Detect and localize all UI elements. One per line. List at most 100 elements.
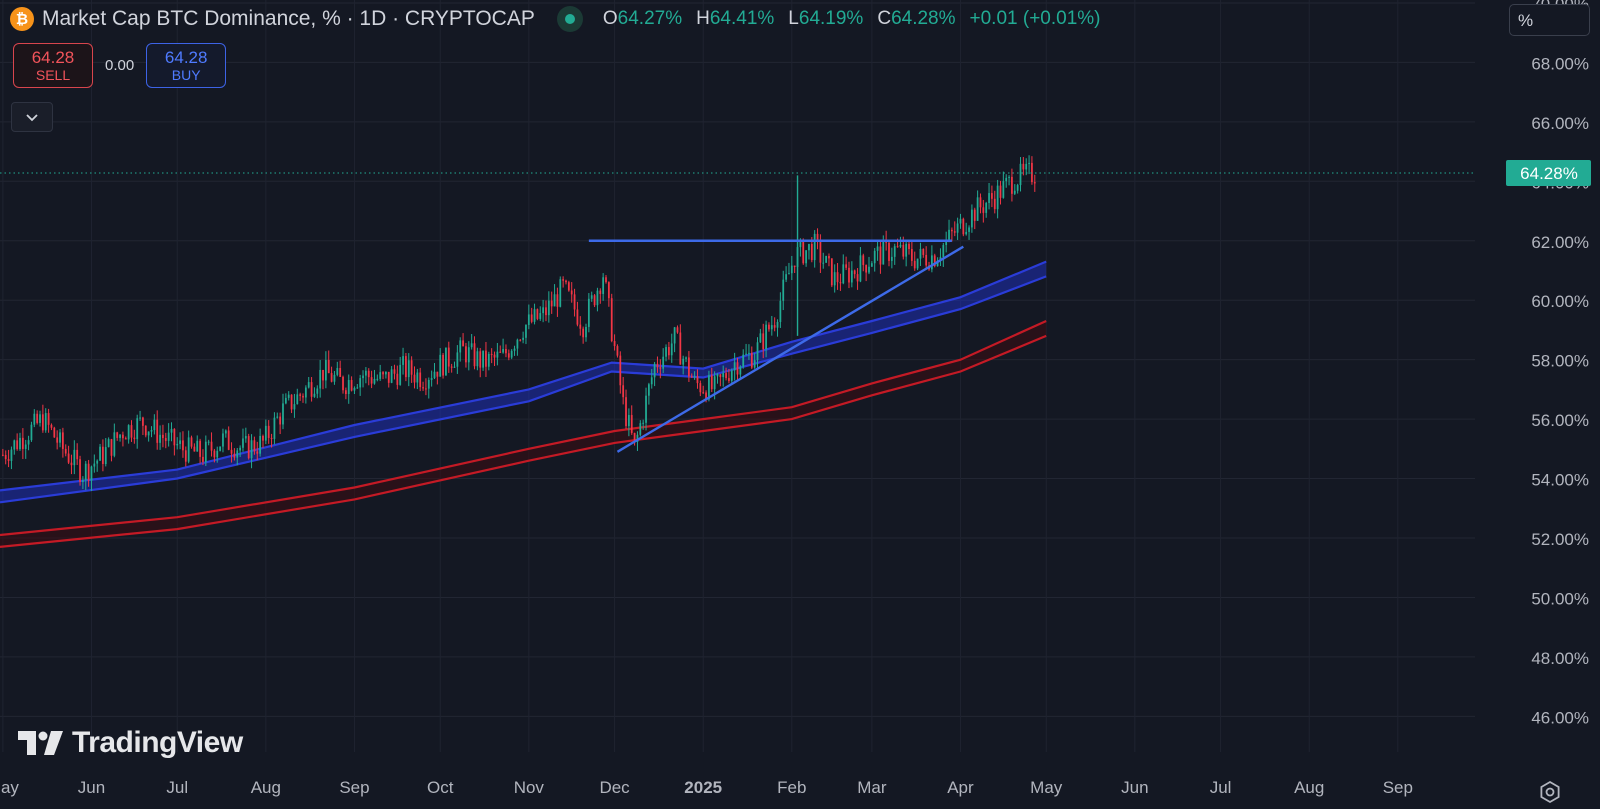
candle-body xyxy=(385,371,387,375)
candle-body xyxy=(204,441,207,462)
candle-body xyxy=(445,347,447,376)
candle-body xyxy=(427,379,430,389)
candle-body xyxy=(962,218,965,235)
candle-body xyxy=(910,249,913,261)
candle-body xyxy=(653,363,656,378)
candle-body xyxy=(739,366,742,375)
candle-body xyxy=(976,197,979,221)
candle-body xyxy=(665,347,667,357)
candle-body xyxy=(570,290,573,295)
candle-body xyxy=(725,373,727,379)
sell-button[interactable]: 64.28 SELL xyxy=(13,43,93,88)
candle-body xyxy=(710,375,713,390)
candle-body xyxy=(230,449,233,454)
candle-body xyxy=(267,425,270,438)
candle-body xyxy=(144,425,147,436)
collapse-legend-button[interactable] xyxy=(11,102,53,132)
candle-body xyxy=(945,239,948,246)
ohlc-open: O64.27% xyxy=(602,8,683,29)
candle-body xyxy=(493,354,496,358)
candle-body xyxy=(708,375,710,400)
candle-body xyxy=(630,415,633,433)
candle-body xyxy=(770,325,773,330)
candle-body xyxy=(490,353,493,355)
candle-body xyxy=(1031,162,1033,183)
candle-body xyxy=(87,463,90,481)
candle-body xyxy=(893,246,896,257)
tradingview-logo-icon xyxy=(18,731,63,755)
candle-body xyxy=(487,353,490,367)
candle-body xyxy=(816,233,819,241)
candle-body xyxy=(310,382,313,397)
candle-body xyxy=(613,341,616,347)
candle-body xyxy=(730,370,733,381)
candle-body xyxy=(762,333,765,350)
candlestick-series xyxy=(1,155,1036,491)
candle-body xyxy=(993,198,996,210)
candle-body xyxy=(304,387,307,398)
candle-body xyxy=(979,197,982,208)
candle-body xyxy=(242,438,244,448)
drawing-annotations[interactable] xyxy=(0,172,1475,453)
candle-body xyxy=(930,255,933,270)
scale-mode-button[interactable]: % xyxy=(1509,4,1590,36)
chart-grid xyxy=(0,0,1475,752)
candle-body xyxy=(587,298,590,327)
candle-body xyxy=(290,394,293,410)
chart-settings-button[interactable] xyxy=(1538,780,1566,804)
price-axis[interactable]: 70.00%68.00%66.00%64.00%62.00%60.00%58.0… xyxy=(1506,0,1591,727)
candle-body xyxy=(67,453,70,463)
candle-body xyxy=(968,227,970,232)
candle-body xyxy=(496,351,499,358)
candle-body xyxy=(959,218,962,224)
candle-body xyxy=(485,350,487,367)
candle-body xyxy=(113,432,116,456)
candle-body xyxy=(170,428,173,433)
candle-body xyxy=(516,339,519,349)
candle-body xyxy=(659,367,662,369)
buy-button[interactable]: 64.28 BUY xyxy=(146,43,227,88)
candle-body xyxy=(956,223,959,233)
candle-body xyxy=(925,254,928,266)
symbol-title[interactable]: Market Cap BTC Dominance, % · 1D · CRYPT… xyxy=(42,7,535,30)
candle-body xyxy=(562,279,565,281)
x-tick-label: Aug xyxy=(1294,778,1324,797)
market-status-icon[interactable] xyxy=(556,6,583,32)
candle-body xyxy=(988,193,990,203)
candle-body xyxy=(416,372,419,383)
candle-body xyxy=(953,231,956,233)
candle-body xyxy=(991,193,993,199)
candle-body xyxy=(842,264,845,284)
candle-body xyxy=(905,243,908,257)
candle-body xyxy=(888,242,890,261)
candle-body xyxy=(13,440,16,450)
candle-body xyxy=(722,373,725,378)
y-tick-label: 58.00% xyxy=(1531,352,1589,371)
candle-body xyxy=(216,450,219,458)
candle-body xyxy=(227,430,230,450)
candle-body xyxy=(476,351,479,367)
candle-body xyxy=(539,313,542,319)
candle-body xyxy=(442,354,444,376)
candle-body xyxy=(825,256,828,263)
candle-body xyxy=(82,480,84,482)
candle-body xyxy=(642,422,645,424)
time-axis[interactable]: May Jun Jul Aug Sep Oct Nov Dec 2025 Feb Mar Apr May… xyxy=(0,778,1413,797)
candle-body xyxy=(64,448,67,454)
candle-body xyxy=(1025,163,1028,170)
candle-body xyxy=(536,309,539,319)
candle-body xyxy=(670,343,673,356)
candle-body xyxy=(156,419,159,443)
candle-body xyxy=(1022,163,1025,170)
moving-average-bands xyxy=(0,260,1047,548)
candle-body xyxy=(602,277,605,294)
candle-body xyxy=(982,207,985,213)
candle-body xyxy=(610,298,613,342)
candle-body xyxy=(750,352,753,368)
last-price-badge xyxy=(1506,159,1591,186)
candle-body xyxy=(193,446,196,452)
candle-body xyxy=(848,267,850,283)
candle-body xyxy=(344,390,347,395)
candle-body xyxy=(299,394,302,396)
